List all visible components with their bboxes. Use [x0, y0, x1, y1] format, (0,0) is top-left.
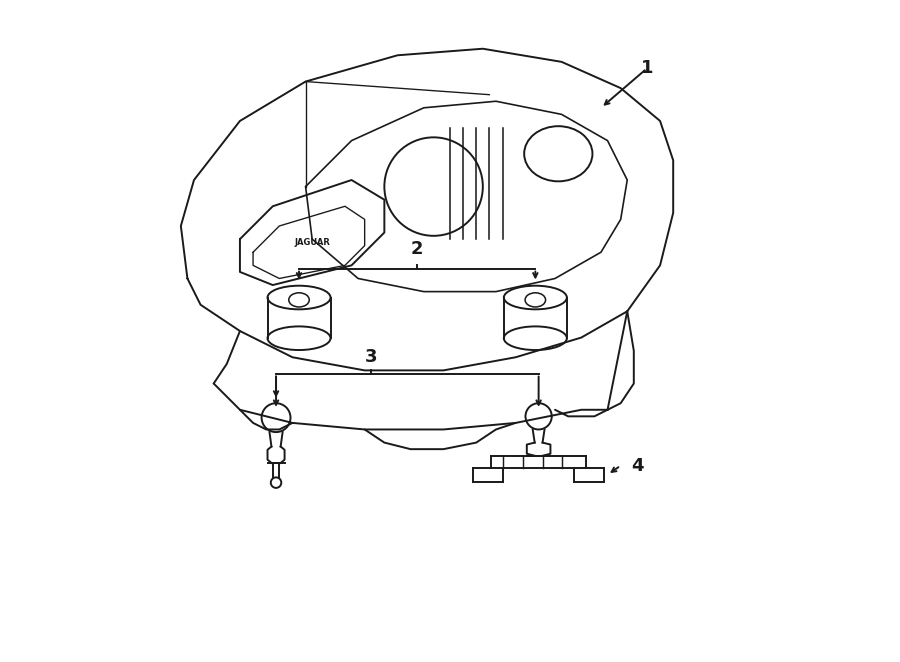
Text: 3: 3: [365, 348, 377, 366]
Text: 4: 4: [631, 457, 644, 475]
Text: 2: 2: [411, 240, 423, 258]
Text: JAGUAR: JAGUAR: [294, 238, 330, 247]
Text: 1: 1: [641, 60, 653, 77]
